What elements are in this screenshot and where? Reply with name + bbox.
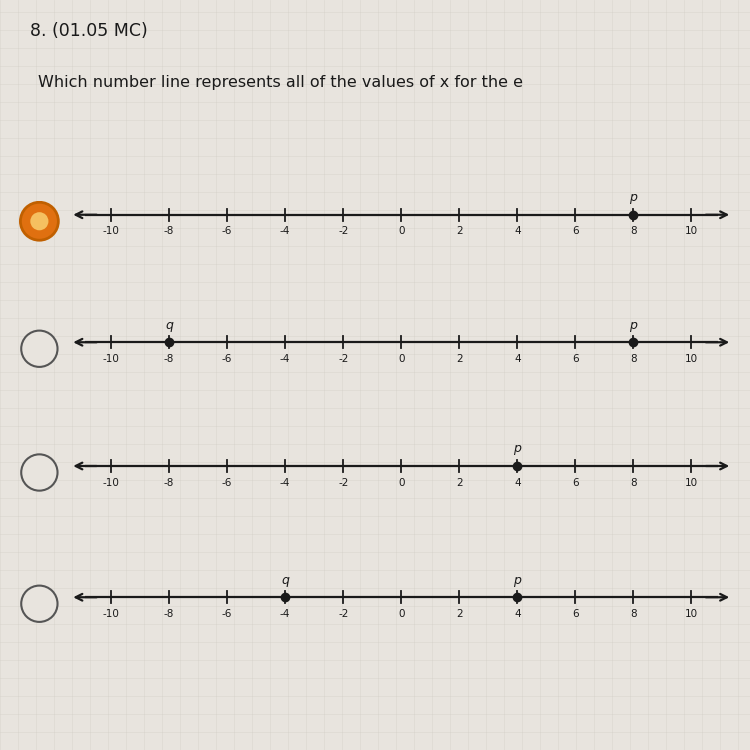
Text: 2: 2	[456, 478, 463, 488]
Text: p: p	[629, 191, 638, 204]
Text: 6: 6	[572, 478, 579, 488]
Text: 8: 8	[630, 354, 637, 364]
Text: 10: 10	[685, 478, 698, 488]
Text: p: p	[514, 442, 521, 455]
Text: 0: 0	[398, 354, 404, 364]
Text: 2: 2	[456, 226, 463, 236]
Text: 8: 8	[630, 478, 637, 488]
Circle shape	[21, 331, 58, 367]
Text: -10: -10	[103, 478, 119, 488]
Text: Which number line represents all of the values of x for the e: Which number line represents all of the …	[38, 75, 523, 90]
Text: 4: 4	[514, 354, 520, 364]
Text: 2: 2	[456, 354, 463, 364]
Text: 8. (01.05 MC): 8. (01.05 MC)	[30, 22, 148, 40]
Text: -6: -6	[222, 226, 232, 236]
Text: p: p	[514, 574, 521, 586]
Text: -2: -2	[338, 609, 349, 619]
Text: -6: -6	[222, 354, 232, 364]
Text: 8: 8	[630, 226, 637, 236]
Text: -8: -8	[164, 609, 174, 619]
Text: 4: 4	[514, 226, 520, 236]
Text: -6: -6	[222, 478, 232, 488]
Text: -8: -8	[164, 226, 174, 236]
Text: 4: 4	[514, 478, 520, 488]
Text: -4: -4	[280, 354, 290, 364]
Text: 0: 0	[398, 609, 404, 619]
Text: 4: 4	[514, 609, 520, 619]
Text: -10: -10	[103, 354, 119, 364]
Text: 10: 10	[685, 609, 698, 619]
Circle shape	[21, 454, 58, 490]
Text: -2: -2	[338, 478, 349, 488]
Circle shape	[21, 586, 58, 622]
Text: -4: -4	[280, 478, 290, 488]
Text: -8: -8	[164, 478, 174, 488]
Text: 0: 0	[398, 226, 404, 236]
Text: -10: -10	[103, 226, 119, 236]
Text: 6: 6	[572, 354, 579, 364]
Text: 8: 8	[630, 609, 637, 619]
Text: q: q	[281, 574, 289, 586]
Circle shape	[30, 212, 49, 230]
Text: q: q	[165, 319, 173, 332]
Text: 10: 10	[685, 354, 698, 364]
Text: -4: -4	[280, 226, 290, 236]
Text: 6: 6	[572, 226, 579, 236]
Text: -2: -2	[338, 354, 349, 364]
Circle shape	[20, 202, 58, 240]
Text: -8: -8	[164, 354, 174, 364]
Text: 6: 6	[572, 609, 579, 619]
Text: 2: 2	[456, 609, 463, 619]
Text: -10: -10	[103, 609, 119, 619]
Text: 0: 0	[398, 478, 404, 488]
Text: p: p	[629, 319, 638, 332]
Text: 10: 10	[685, 226, 698, 236]
Text: -2: -2	[338, 226, 349, 236]
Text: -4: -4	[280, 609, 290, 619]
Text: -6: -6	[222, 609, 232, 619]
